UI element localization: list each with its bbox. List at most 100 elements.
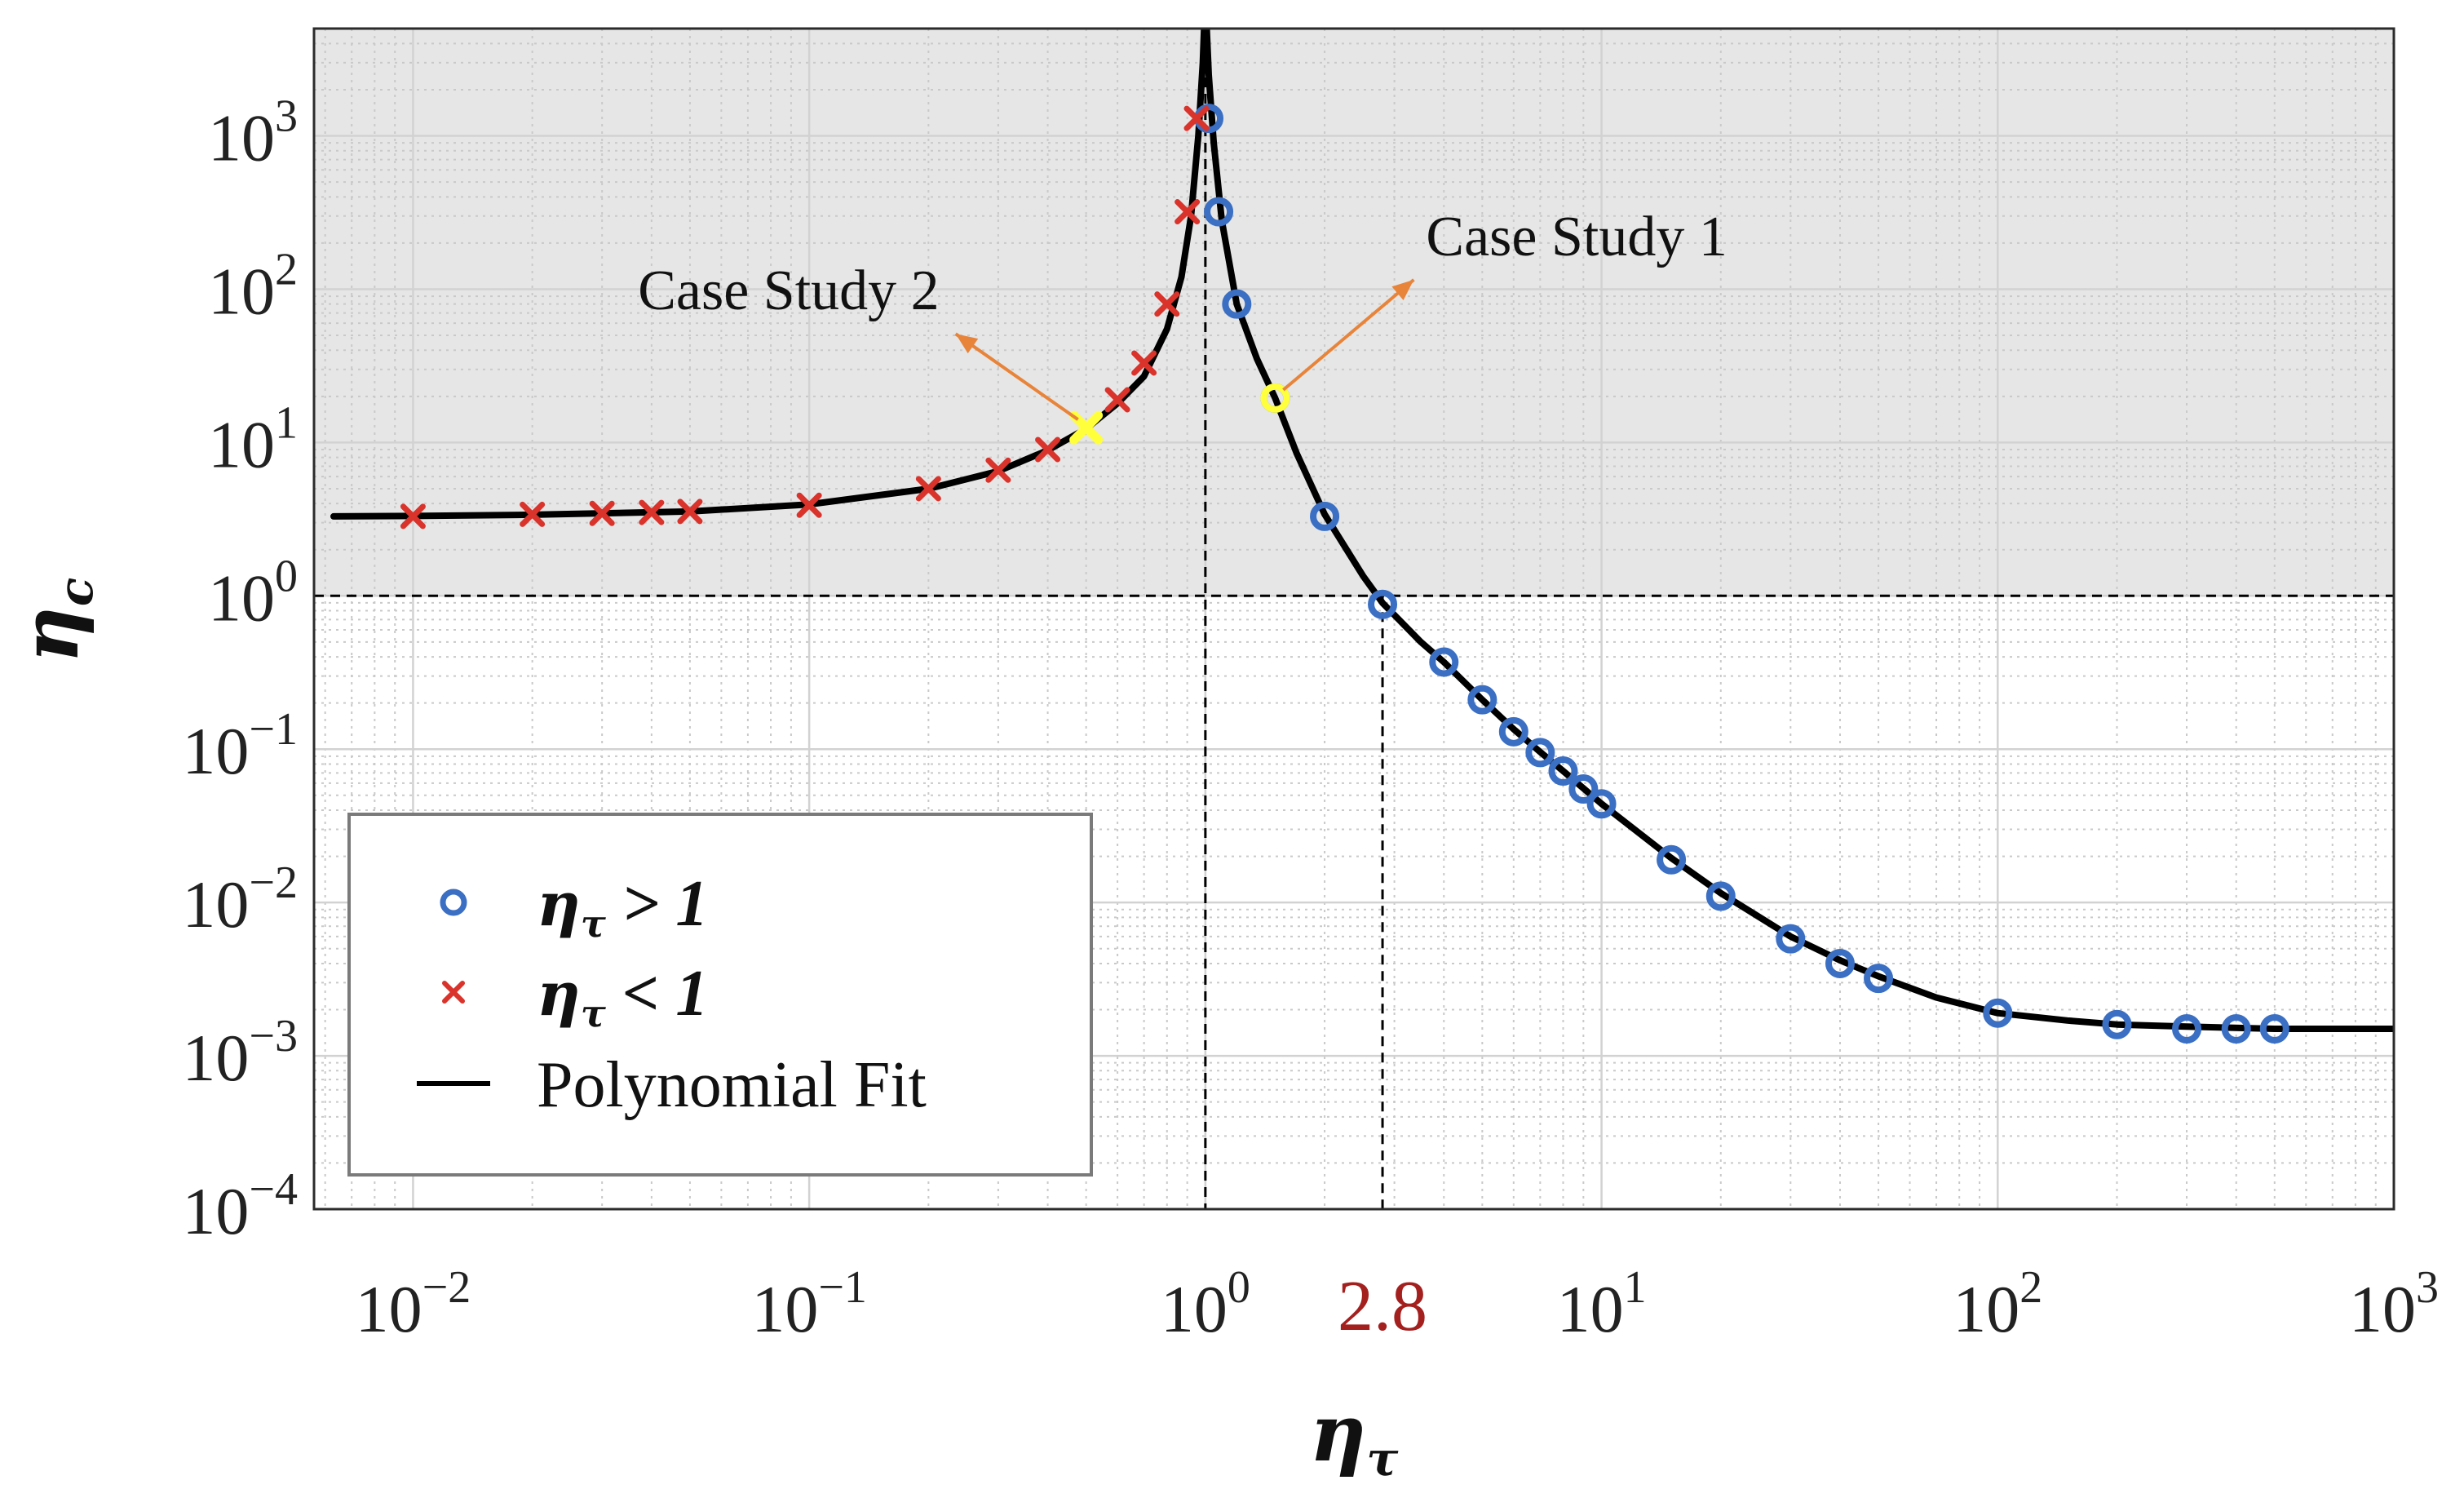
y-tick-exponent: −3 [249, 1011, 298, 1061]
data-point-eta-lt-1 [1183, 105, 1210, 131]
x-marker-stroke [639, 499, 665, 525]
x-marker-stroke [520, 501, 546, 527]
data-point-eta-gt-1 [1705, 881, 1736, 911]
x-tick-exponent: 2 [2019, 1262, 2042, 1313]
data-points [400, 104, 2289, 1044]
y-axis-title: ηc [4, 578, 104, 663]
x-marker-stroke [915, 476, 941, 502]
data-point-eta-gt-1 [1864, 964, 1894, 994]
y-tick-label: 103 [208, 91, 298, 175]
y-tick-exponent: −1 [249, 704, 298, 755]
legend-box [347, 813, 1093, 1177]
y-tick-label: 10−2 [182, 858, 298, 942]
annotation-label: Case Study 2 [638, 259, 939, 322]
y-tick-exponent: −4 [249, 1164, 298, 1215]
data-point-eta-gt-1 [1568, 774, 1599, 804]
legend-label-main: η [537, 959, 581, 1030]
x-tick-exponent: 1 [1624, 1262, 1647, 1313]
data-point-eta-lt-1 [985, 457, 1011, 483]
y-tick-base: 10 [208, 254, 275, 328]
reference-lines [314, 29, 2394, 1209]
x-tick-base: 10 [1557, 1272, 1624, 1346]
data-point-eta-gt-1 [1548, 756, 1578, 787]
y-tick-base: 10 [182, 1174, 249, 1248]
data-point-eta-gt-1 [1983, 998, 2013, 1028]
x-tick-label: 10−1 [751, 1262, 867, 1346]
x-marked-tick-label: 2.8 [1338, 1267, 1427, 1346]
data-point-eta-gt-1 [2221, 1013, 2251, 1044]
data-point-eta-lt-1 [915, 476, 941, 502]
legend-label-sub: τ [581, 991, 606, 1035]
data-point-eta-gt-1 [1204, 197, 1234, 227]
x-marker-stroke [1131, 350, 1157, 376]
annotations: Case Study 1 Case Study 2 [638, 206, 1727, 421]
legend-marker-circle [440, 889, 467, 916]
data-point-eta-lt-1 [1104, 387, 1130, 413]
x-marker-stroke [1174, 199, 1201, 225]
x-tick-label: 103 [2349, 1262, 2439, 1346]
data-point-eta-lt-1 [677, 499, 703, 525]
data-point-eta-gt-1 [1368, 589, 1398, 619]
x-marker-stroke [1069, 410, 1104, 445]
data-point-eta-lt-1 [400, 503, 426, 530]
x-tick-base: 10 [1953, 1272, 2019, 1346]
legend-label-rest: > 1 [606, 868, 709, 940]
data-point-eta-gt-1 [1222, 289, 1252, 319]
data-point-eta-gt-1 [1310, 501, 1340, 531]
x-tick-base: 10 [751, 1272, 818, 1346]
x-marker-stroke [1183, 105, 1210, 131]
x-tick-label: 101 [1557, 1262, 1647, 1346]
plot-border [312, 27, 2395, 1211]
data-point-eta-gt-1 [2259, 1013, 2289, 1044]
x-marker-stroke [1104, 387, 1130, 413]
y-tick-label: 10−4 [182, 1164, 298, 1248]
x-tick-exponent: 3 [2416, 1262, 2439, 1313]
x-axis-title-sub: τ [1366, 1431, 1399, 1487]
data-point-eta-lt-1 [1035, 437, 1061, 463]
x-tick-label: 10−2 [356, 1262, 471, 1346]
legend-label: ητ > 1 [537, 868, 708, 946]
x-marker-stroke [1154, 291, 1180, 317]
legend-label: Polynomial Fit [537, 1049, 927, 1121]
data-point-eta-gt-1 [1776, 924, 1806, 954]
x-marker-stroke [1035, 437, 1061, 463]
y-tick-base: 10 [208, 101, 275, 175]
data-point-eta-lt-1 [520, 501, 546, 527]
data-point-eta-gt-1 [1467, 685, 1497, 715]
legend-label-sub: τ [581, 902, 606, 946]
data-point-eta-lt-1 [639, 499, 665, 525]
annotation-label: Case Study 1 [1426, 206, 1727, 268]
y-axis-title-sub: c [48, 578, 104, 606]
data-point-eta-lt-1 [1131, 350, 1157, 376]
x-tick-base: 10 [1161, 1272, 1228, 1346]
x-tick-label: 102 [1953, 1262, 2042, 1346]
y-tick-label: 10−1 [182, 704, 298, 788]
highlight-case-study-1 [1260, 383, 1290, 413]
data-point-eta-gt-1 [1657, 844, 1687, 875]
y-tick-base: 10 [208, 407, 275, 481]
legend-label: ητ < 1 [537, 958, 708, 1035]
x-tick-base: 10 [2349, 1272, 2416, 1346]
y-tick-label: 10−3 [182, 1011, 298, 1095]
x-tick-label: 100 [1161, 1262, 1250, 1346]
data-point-eta-gt-1 [1498, 716, 1528, 747]
data-point-eta-lt-1 [589, 500, 615, 526]
data-point-eta-lt-1 [796, 492, 822, 518]
data-point-eta-gt-1 [1429, 647, 1459, 677]
x-marker-stroke [985, 457, 1011, 483]
plot-frame [312, 27, 2395, 1211]
y-tick-label: 100 [208, 551, 298, 635]
x-axis-title-main: η [1310, 1387, 1367, 1479]
x-axis-title: ητ [1310, 1387, 1400, 1487]
legend-label-main: η [537, 870, 581, 940]
x-tick-exponent: −1 [818, 1262, 867, 1313]
y-tick-base: 10 [182, 714, 249, 788]
data-point-eta-gt-1 [1825, 948, 1856, 978]
y-tick-exponent: 0 [275, 551, 298, 601]
x-tick-exponent: −2 [422, 1262, 471, 1313]
y-tick-label: 102 [208, 244, 298, 328]
